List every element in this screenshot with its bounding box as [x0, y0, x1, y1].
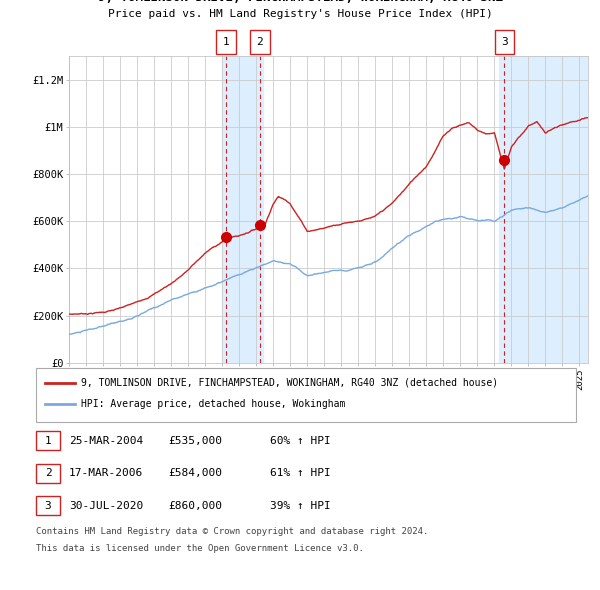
- Text: 39% ↑ HPI: 39% ↑ HPI: [270, 501, 331, 510]
- Text: Contains HM Land Registry data © Crown copyright and database right 2024.: Contains HM Land Registry data © Crown c…: [36, 527, 428, 536]
- Text: 61% ↑ HPI: 61% ↑ HPI: [270, 468, 331, 478]
- Text: This data is licensed under the Open Government Licence v3.0.: This data is licensed under the Open Gov…: [36, 544, 364, 553]
- Text: 9, TOMLINSON DRIVE, FINCHAMPSTEAD, WOKINGHAM, RG40 3NZ (detached house): 9, TOMLINSON DRIVE, FINCHAMPSTEAD, WOKIN…: [81, 378, 498, 388]
- Text: Price paid vs. HM Land Registry's House Price Index (HPI): Price paid vs. HM Land Registry's House …: [107, 9, 493, 19]
- Text: 30-JUL-2020: 30-JUL-2020: [69, 501, 143, 510]
- Text: £584,000: £584,000: [168, 468, 222, 478]
- Text: £860,000: £860,000: [168, 501, 222, 510]
- Text: 3: 3: [44, 501, 52, 510]
- Text: 1: 1: [44, 436, 52, 445]
- Bar: [222, 56, 263, 363]
- Text: 1: 1: [223, 37, 229, 47]
- Text: 2: 2: [44, 468, 52, 478]
- Text: HPI: Average price, detached house, Wokingham: HPI: Average price, detached house, Woki…: [81, 399, 346, 409]
- Text: 9, TOMLINSON DRIVE, FINCHAMPSTEAD, WOKINGHAM, RG40 3NZ: 9, TOMLINSON DRIVE, FINCHAMPSTEAD, WOKIN…: [97, 0, 503, 4]
- Text: £535,000: £535,000: [168, 436, 222, 445]
- Text: 2: 2: [257, 37, 263, 47]
- Text: 3: 3: [501, 37, 508, 47]
- Bar: [499, 56, 588, 363]
- Text: 60% ↑ HPI: 60% ↑ HPI: [270, 436, 331, 445]
- Text: 25-MAR-2004: 25-MAR-2004: [69, 436, 143, 445]
- Text: 17-MAR-2006: 17-MAR-2006: [69, 468, 143, 478]
